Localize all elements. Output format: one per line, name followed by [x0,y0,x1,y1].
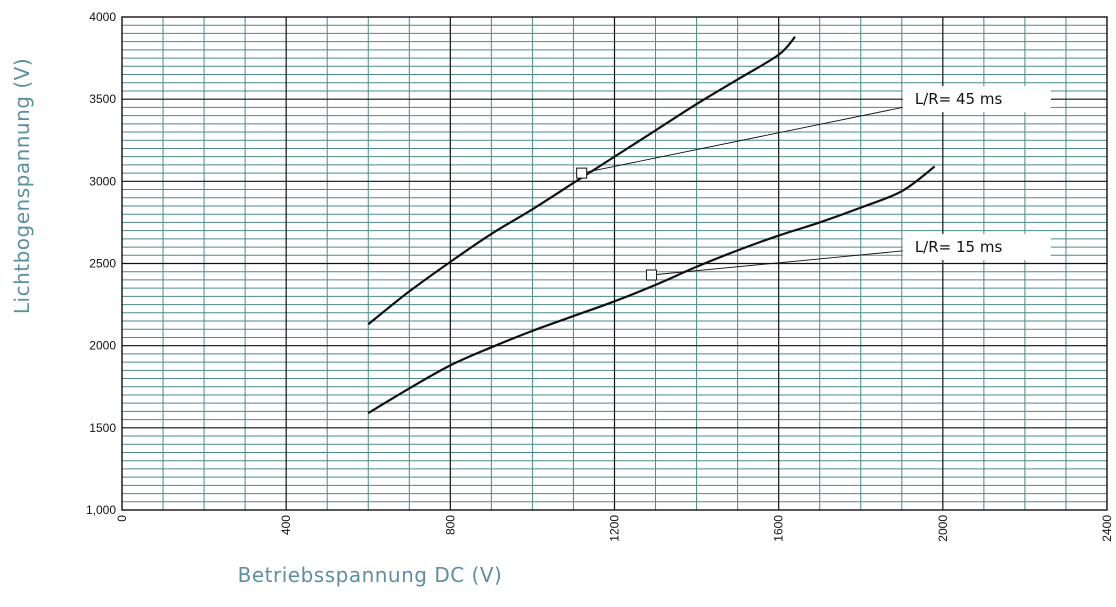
plot-frame [121,16,1108,511]
x-tick-label: 1200 [608,515,622,542]
y-tick-label: 1500 [89,421,116,435]
y-tick-label: 3000 [89,174,116,188]
major-grid [122,17,1107,510]
series-line-1 [367,35,796,326]
callout-label-2: L/R= 15 ms [915,238,1003,256]
callout-marker-2 [645,269,657,281]
callout-label-bg-2 [902,234,1051,261]
x-tick-label: 2400 [1100,515,1114,542]
callout-line-1 [581,98,943,174]
x-axis-title: Betriebsspannung DC (V) [238,563,503,587]
x-tick-label: 0 [115,515,129,522]
callout-line-2 [651,246,943,276]
y-tick-label: 1,000 [86,503,116,517]
y-tick-labels: 1,000 1500 2000 2500 3000 3500 4000 [86,10,116,517]
y-tick-label: 4000 [89,10,116,24]
x-tick-label: 400 [279,515,293,535]
callout-label-1: L/R= 45 ms [915,90,1003,108]
y-tick-label: 2500 [89,257,116,271]
callout-label-bg-1 [902,86,1051,113]
x-tick-label: 800 [443,515,457,535]
x-tick-label: 2000 [936,515,950,542]
y-tick-label: 3500 [89,92,116,106]
series-layer: L/R= 45 ms L/R= 15 ms [367,35,1051,414]
callout-marker-1 [576,167,588,179]
series-line-2 [367,165,936,414]
x-tick-labels: 0 400 800 1200 1600 2000 2400 [115,515,1114,542]
x-tick-label: 1600 [772,515,786,542]
y-tick-label: 2000 [89,339,116,353]
y-axis-title: Lichtbogenspannung (V) [10,58,34,314]
